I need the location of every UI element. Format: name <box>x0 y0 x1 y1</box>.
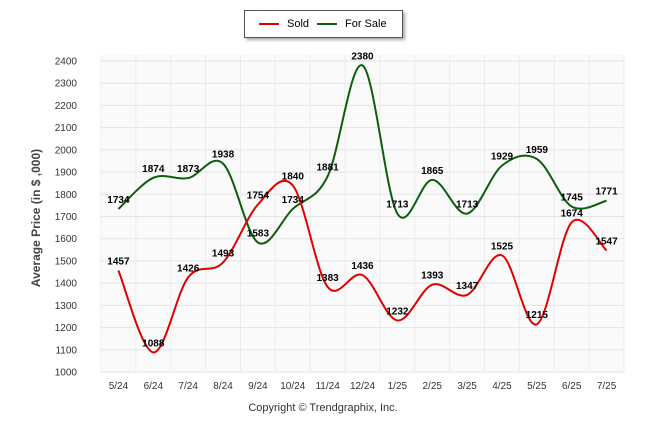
copyright-text: Copyright © Trendgraphix, Inc. <box>248 402 398 414</box>
x-tick-label: 12/24 <box>350 381 375 392</box>
y-tick-label: 1200 <box>55 323 78 334</box>
plot-area <box>101 55 624 372</box>
data-label-for-sale: 1865 <box>421 166 444 177</box>
x-tick-label: 9/24 <box>248 381 268 392</box>
x-tick-label: 4/25 <box>492 381 512 392</box>
data-label-for-sale: 1713 <box>456 200 479 211</box>
data-label-for-sale: 2380 <box>351 51 374 62</box>
y-tick-label: 1900 <box>55 168 78 179</box>
data-label-sold: 1088 <box>142 338 165 349</box>
y-tick-label: 1700 <box>55 212 78 223</box>
data-label-sold: 1426 <box>177 263 200 274</box>
y-tick-label: 2000 <box>55 145 78 156</box>
data-label-sold: 1840 <box>282 171 305 182</box>
data-label-sold: 1232 <box>386 306 409 317</box>
x-tick-label: 6/25 <box>562 381 582 392</box>
y-tick-label: 1400 <box>55 279 78 290</box>
data-label-sold: 1215 <box>526 310 549 321</box>
legend-swatch-sold <box>259 23 279 26</box>
data-label-for-sale: 1874 <box>142 164 165 175</box>
data-label-sold: 1525 <box>491 241 514 252</box>
data-label-sold: 1754 <box>247 191 270 202</box>
x-tick-label: 1/25 <box>388 381 408 392</box>
y-tick-label: 1300 <box>55 301 78 312</box>
x-tick-label: 3/25 <box>457 381 477 392</box>
data-label-for-sale: 1873 <box>177 164 200 175</box>
x-tick-label: 2/25 <box>422 381 442 392</box>
y-tick-label: 2300 <box>55 79 78 90</box>
x-tick-label: 5/25 <box>527 381 547 392</box>
legend: Sold For Sale <box>244 10 403 38</box>
x-tick-label: 8/24 <box>213 381 233 392</box>
y-tick-label: 2100 <box>55 123 78 134</box>
data-label-sold: 1393 <box>421 271 444 282</box>
data-label-for-sale: 1959 <box>526 145 549 156</box>
x-tick-label: 7/24 <box>178 381 198 392</box>
data-label-for-sale: 1881 <box>317 162 340 173</box>
series-line-sold <box>117 179 608 354</box>
data-label-sold: 1347 <box>456 281 479 292</box>
y-tick-label: 2400 <box>55 57 78 68</box>
data-label-sold: 1436 <box>351 261 374 272</box>
series-line-for-sale <box>117 64 607 245</box>
legend-swatch-for-sale <box>317 23 337 26</box>
data-label-for-sale: 1734 <box>282 195 305 206</box>
y-tick-label: 1600 <box>55 234 78 245</box>
x-tick-label: 7/25 <box>597 381 617 392</box>
legend-item-for-sale[interactable]: For Sale <box>317 18 387 30</box>
data-label-for-sale: 1929 <box>491 152 514 163</box>
legend-label-sold: Sold <box>287 18 310 30</box>
data-label-sold: 1547 <box>595 236 618 247</box>
data-label-for-sale: 1713 <box>386 200 409 211</box>
y-tick-label: 2200 <box>55 101 78 112</box>
data-label-sold: 1674 <box>561 208 584 219</box>
y-tick-label: 1000 <box>55 368 78 379</box>
data-label-sold: 1493 <box>212 248 235 259</box>
data-label-for-sale: 1734 <box>107 195 130 206</box>
data-label-for-sale: 1745 <box>561 193 584 204</box>
x-tick-label: 10/24 <box>280 381 305 392</box>
y-tick-label: 1500 <box>55 256 78 267</box>
legend-item-sold[interactable]: Sold <box>259 18 309 30</box>
x-tick-label: 5/24 <box>109 381 129 392</box>
y-tick-label: 1100 <box>55 345 77 356</box>
y-tick-label: 1800 <box>55 190 78 201</box>
y-axis-label: Average Price (in $ ,000) <box>29 148 43 288</box>
legend-label-for-sale: For Sale <box>345 18 387 30</box>
x-tick-label: 11/24 <box>315 381 340 392</box>
data-label-for-sale: 1771 <box>595 187 618 198</box>
data-label-sold: 1383 <box>317 273 340 284</box>
data-label-for-sale: 1938 <box>212 150 235 161</box>
data-label-sold: 1457 <box>107 256 130 267</box>
x-tick-label: 6/24 <box>144 381 164 392</box>
data-label-for-sale: 1583 <box>247 228 270 239</box>
